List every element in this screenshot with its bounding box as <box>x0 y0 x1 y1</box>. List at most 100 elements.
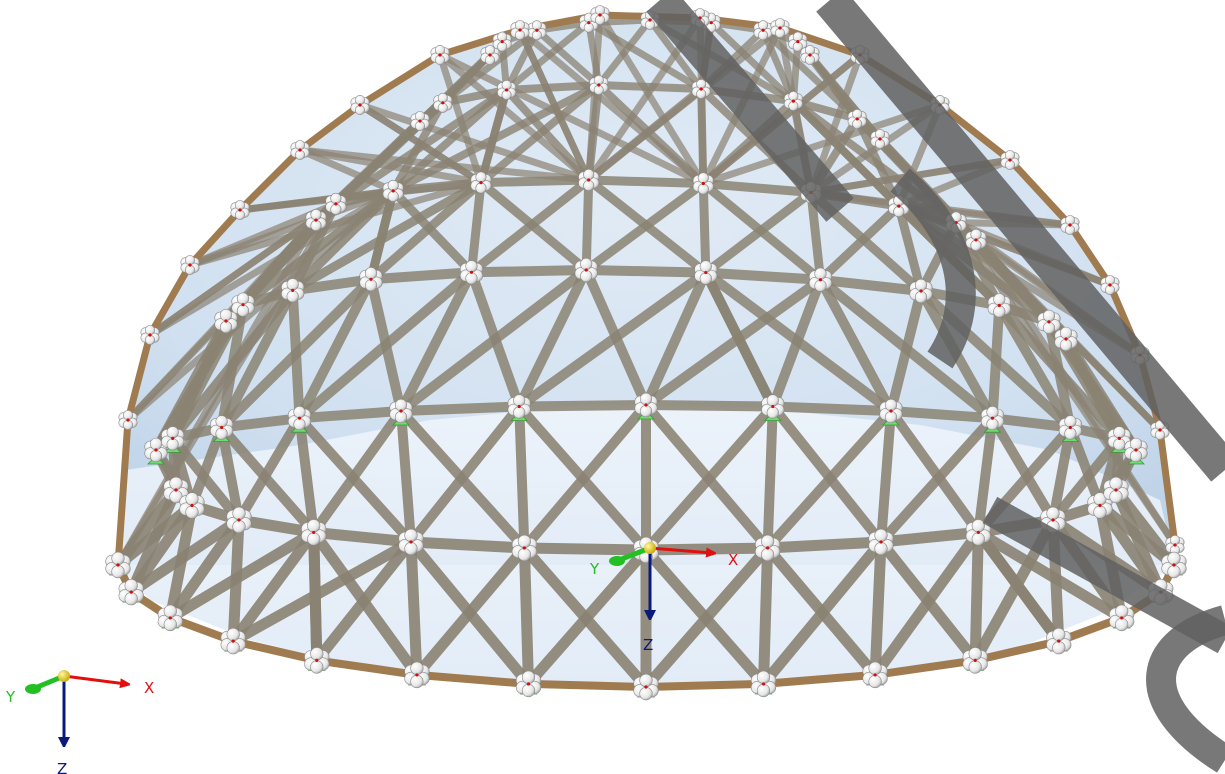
node-icon <box>1060 215 1080 235</box>
node-icon <box>301 519 327 546</box>
member <box>641 267 711 410</box>
node-icon <box>1161 551 1187 579</box>
member <box>641 400 778 412</box>
node-icon <box>847 108 867 129</box>
member <box>405 536 530 554</box>
origin-sphere-icon <box>644 542 656 554</box>
node-icon <box>430 44 450 66</box>
member <box>869 536 887 681</box>
member <box>308 526 417 548</box>
member <box>700 267 778 412</box>
node-icon <box>692 172 714 195</box>
node-icon <box>694 260 718 285</box>
local-z-label: Z <box>643 636 653 654</box>
member <box>514 401 530 553</box>
member <box>294 267 477 424</box>
node-icon <box>770 18 790 39</box>
member <box>767 401 896 416</box>
member <box>227 536 417 647</box>
member <box>876 406 896 547</box>
member <box>869 526 984 681</box>
member <box>236 179 485 214</box>
member <box>216 413 305 433</box>
member <box>585 11 604 184</box>
member <box>762 536 887 554</box>
member <box>581 265 711 278</box>
member <box>973 413 998 538</box>
member <box>815 274 926 296</box>
member <box>125 514 245 598</box>
member <box>466 265 592 278</box>
node-icon <box>163 476 189 504</box>
member <box>294 413 319 538</box>
node-icon <box>304 647 330 674</box>
node-icon <box>144 437 168 463</box>
member <box>308 526 323 666</box>
node-icon <box>179 492 205 519</box>
node-icon <box>507 394 531 419</box>
member <box>816 201 904 285</box>
node-icon <box>161 426 185 451</box>
node-icon <box>574 257 598 283</box>
member <box>514 267 711 412</box>
member <box>146 187 397 339</box>
member <box>288 178 486 295</box>
member <box>767 274 826 412</box>
member <box>518 542 652 556</box>
member <box>698 179 711 278</box>
node-icon <box>382 179 404 202</box>
node-icon <box>1054 326 1078 352</box>
member <box>875 526 984 548</box>
member <box>876 413 998 547</box>
node-icon <box>1103 476 1129 504</box>
member <box>641 401 778 555</box>
node-icon <box>470 171 492 194</box>
member <box>699 101 944 187</box>
node-icon <box>987 293 1011 318</box>
node-icon <box>497 79 517 100</box>
node-icon <box>230 200 250 220</box>
member <box>767 401 886 547</box>
node-icon <box>808 267 833 292</box>
member <box>972 526 1128 624</box>
member <box>886 406 998 424</box>
node-icon <box>389 398 413 424</box>
global-x-label: X <box>144 679 154 697</box>
member <box>436 51 707 187</box>
member <box>308 406 406 538</box>
member <box>124 187 397 424</box>
nodes <box>105 5 1187 701</box>
member <box>405 536 423 681</box>
node-icon <box>962 647 988 674</box>
node-icon <box>1107 426 1131 451</box>
member <box>396 401 525 416</box>
node-icon <box>868 528 894 556</box>
member <box>164 514 245 624</box>
node-icon <box>590 5 610 25</box>
node-icon <box>1100 275 1120 295</box>
node-icon <box>480 45 500 66</box>
member <box>396 267 477 416</box>
member <box>886 286 926 416</box>
member <box>641 274 826 410</box>
node-icon <box>359 267 383 292</box>
member <box>987 300 1005 424</box>
local-x-label: X <box>728 551 738 569</box>
node-icon <box>1109 604 1135 632</box>
member <box>477 81 603 187</box>
member <box>311 536 417 666</box>
member <box>514 265 592 412</box>
member <box>758 536 887 690</box>
node-icon <box>305 209 327 232</box>
node-icon <box>350 94 370 116</box>
node-icon <box>783 91 803 112</box>
member <box>1110 484 1180 571</box>
member <box>894 201 926 296</box>
node-icon <box>1124 437 1148 463</box>
member <box>296 146 397 195</box>
member <box>533 26 603 89</box>
member <box>762 406 896 553</box>
member <box>406 401 525 547</box>
